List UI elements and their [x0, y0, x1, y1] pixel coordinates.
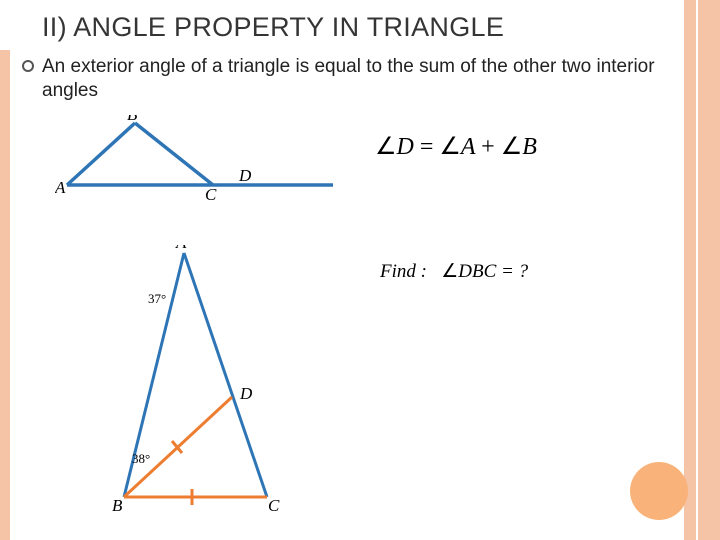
- vertex-a-label: A: [175, 245, 187, 252]
- vertex-c-label: C: [268, 496, 280, 515]
- bullet-text: An exterior angle of a triangle is equal…: [42, 55, 662, 103]
- left-stripe: [0, 50, 10, 540]
- accent-circle: [630, 462, 688, 520]
- bullet-item: An exterior angle of a triangle is equal…: [22, 55, 662, 103]
- page-title: II) ANGLE PROPERTY IN TRIANGLE: [42, 12, 504, 43]
- figure-find-dbc: A B C D 37° 38°: [112, 245, 287, 515]
- find-prompt: Find : ∠DBC = ?: [380, 260, 528, 283]
- vertex-d-label: D: [238, 166, 252, 185]
- vertex-c-label: C: [205, 185, 217, 200]
- angle-a-value: 37°: [148, 291, 166, 306]
- vertex-d-label: D: [239, 384, 253, 403]
- exterior-angle-formula: ∠D = ∠A + ∠B: [375, 132, 537, 161]
- figure-exterior-angle: A B C D: [55, 115, 340, 200]
- vertex-b-label: B: [127, 115, 138, 124]
- ring-bullet-icon: [22, 60, 34, 72]
- angle-b-value: 38°: [132, 451, 150, 466]
- vertex-b-label: B: [112, 496, 123, 515]
- vertex-a-label: A: [55, 178, 66, 197]
